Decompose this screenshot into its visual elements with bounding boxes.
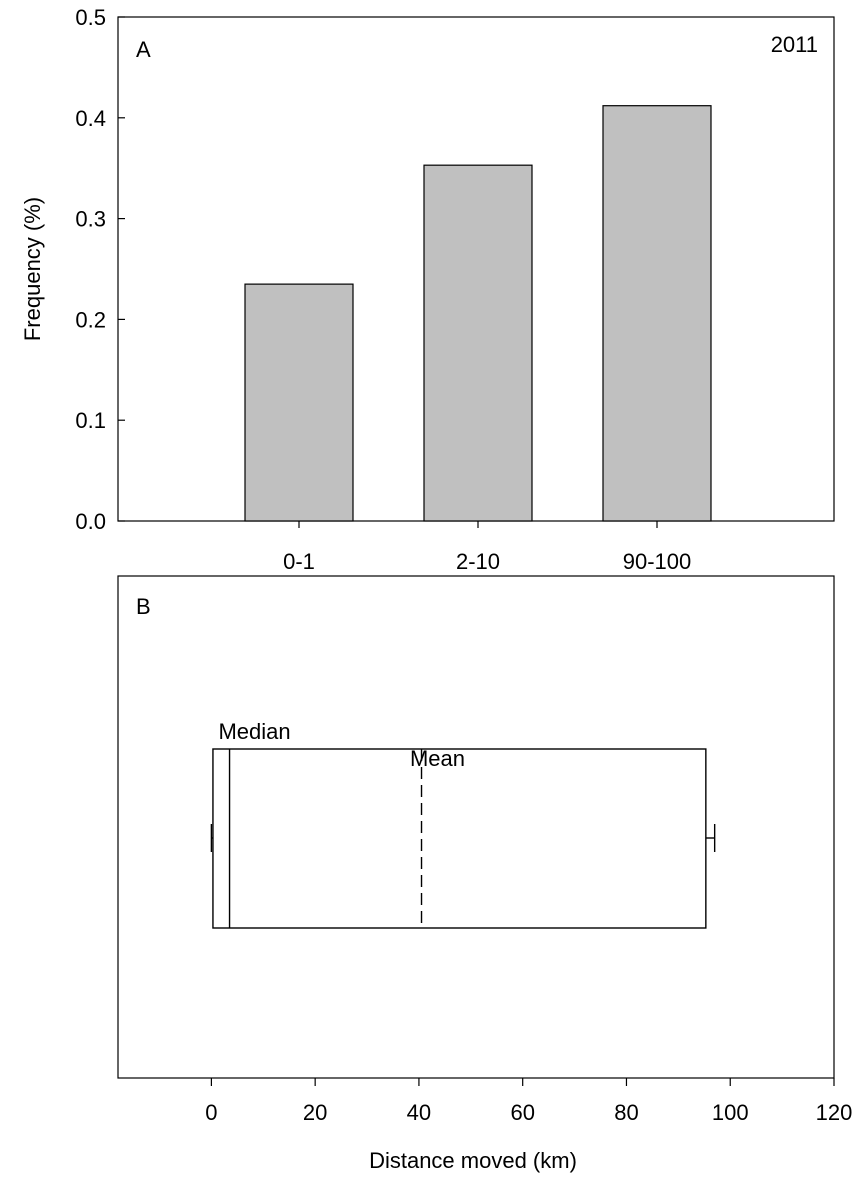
x-axis-ticks: 0 20 40 60 80 100 120 [205, 1078, 852, 1125]
panel-a: A 2011 Frequency (%) 0.00.10.20.30.40.5 … [20, 5, 835, 574]
bars [244, 105, 712, 522]
y-tick-label: 0.1 [75, 408, 106, 433]
y-tick-label: 0.5 [75, 5, 106, 30]
bar-0-1 [244, 283, 354, 522]
y-axis-title: Frequency (%) [20, 197, 45, 341]
panel-a-letter: A [136, 37, 151, 62]
x-axis-title: Distance moved (km) [369, 1148, 577, 1173]
x-tick-label: 120 [816, 1100, 853, 1125]
x-tick-label: 60 [510, 1100, 534, 1125]
x-tick-label: 40 [407, 1100, 431, 1125]
box-plot: Median Mean [210, 719, 716, 929]
iqr-box [212, 748, 707, 929]
panel-b: B Median Mean 0 20 40 60 80 100 120 Distance mo… [117, 575, 852, 1173]
panel-b-frame [117, 575, 835, 1079]
median-annotation: Median [218, 719, 290, 744]
category-label: 90-100 [623, 549, 692, 574]
category-label: 2-10 [456, 549, 500, 574]
category-label: 0-1 [283, 549, 315, 574]
x-tick-label: 100 [712, 1100, 749, 1125]
y-tick-label: 0.3 [75, 207, 106, 232]
bar-2-10 [423, 164, 533, 522]
bar-90-100 [602, 105, 712, 522]
x-tick-label: 0 [205, 1100, 217, 1125]
year-annotation: 2011 [771, 32, 818, 57]
y-axis-ticks: 0.0 0.1 0.2 0.3 0.4 0.5 [75, 5, 125, 534]
y-tick-label: 0.4 [75, 106, 106, 131]
x-tick-label: 80 [614, 1100, 638, 1125]
panel-b-letter: B [136, 594, 151, 619]
x-tick-label: 20 [303, 1100, 327, 1125]
x-axis-labels: 0-1 2-10 90-100 [283, 521, 691, 574]
mean-annotation: Mean [410, 746, 465, 771]
y-tick-label: 0.2 [75, 307, 106, 332]
y-tick-label: 0.0 [75, 509, 106, 534]
